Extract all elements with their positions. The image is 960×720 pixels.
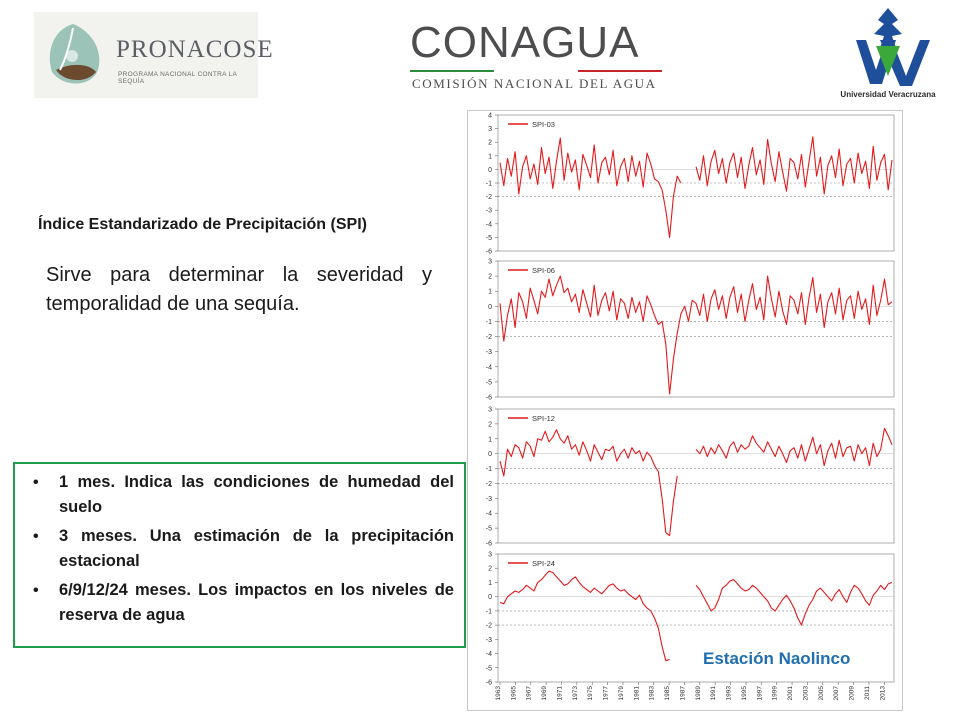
uv-name: Universidad Veracruzana	[840, 90, 936, 99]
spi-charts-svg: 4 3 2 1 0 -1 -2 -3 -4 -5 -6 SPI-03 3 2 1 0 -1 -2 -3 -4 -5 -6 S…	[486, 113, 895, 701]
y-tick-label: -1	[486, 319, 492, 326]
x-tick-label: 2009	[849, 686, 856, 701]
x-tick-label: 2001	[787, 686, 794, 701]
x-tick-label: 1999	[772, 686, 779, 701]
conagua-tricolor-icon	[410, 70, 662, 72]
y-tick-label: 3	[488, 552, 492, 559]
y-tick-label: -4	[486, 511, 492, 518]
y-tick-label: 0	[488, 167, 492, 174]
y-tick-label: 0	[488, 594, 492, 601]
y-tick-label: 1	[488, 289, 492, 296]
y-tick-label: 2	[488, 566, 492, 573]
y-tick-label: -1	[486, 466, 492, 473]
x-tick-label: 1997	[756, 686, 763, 701]
y-tick-label: 0	[488, 451, 492, 458]
y-tick-label: -3	[486, 208, 492, 215]
station-label: Estación Naolinco	[703, 649, 851, 668]
x-tick-label: 2013	[879, 686, 886, 701]
y-tick-label: -4	[486, 221, 492, 228]
y-tick-label: -2	[486, 194, 492, 201]
y-tick-label: 1	[488, 580, 492, 587]
x-tick-label: 1983	[649, 686, 656, 701]
x-tick-label: 1963	[495, 686, 502, 701]
spi-chart-panel: 4 3 2 1 0 -1 -2 -3 -4 -5 -6 SPI-03 3 2 1 0 -1 -2 -3 -4 -5 -6 S…	[467, 110, 903, 711]
x-tick-label: 1977	[603, 686, 610, 701]
series-line	[499, 136, 893, 238]
spi-heading: Índice Estandarizado de Precipitación (S…	[38, 216, 367, 233]
x-tick-label: 1981	[633, 686, 640, 701]
y-tick-label: 1	[488, 153, 492, 160]
y-tick-label: -4	[486, 651, 492, 658]
y-tick-label: 2	[488, 421, 492, 428]
spi-description: Sirve para determinar la severidad y tem…	[46, 264, 432, 315]
x-tick-label: 1985	[664, 686, 671, 701]
y-tick-label: -6	[486, 541, 492, 548]
y-tick-label: -6	[486, 395, 492, 402]
uv-emblem-icon	[856, 8, 930, 86]
y-tick-label: 1	[488, 436, 492, 443]
y-tick-label: -3	[486, 349, 492, 356]
series-line	[499, 275, 893, 395]
x-tick-label: 1989	[695, 686, 702, 701]
timescale-list-box: 1 mes. Indica las condiciones de humedad…	[13, 462, 466, 648]
uv-logo: Universidad Veracruzana	[822, 6, 954, 102]
pronacose-name: PRONACOSE	[116, 36, 274, 63]
list-item: 6/9/12/24 meses. Los impactos en los niv…	[33, 578, 454, 628]
list-item: 1 mes. Indica las condiciones de humedad…	[33, 470, 454, 520]
legend-label: SPI-24	[532, 559, 555, 568]
series-line	[499, 427, 893, 537]
legend-label: SPI-03	[532, 120, 555, 129]
y-tick-label: -2	[486, 334, 492, 341]
timescale-list: 1 mes. Indica las condiciones de humedad…	[15, 464, 464, 628]
y-tick-label: -2	[486, 481, 492, 488]
x-tick-label: 1991	[710, 686, 717, 701]
x-tick-label: 2007	[833, 686, 840, 701]
plot-frame	[497, 260, 895, 398]
list-item: 3 meses. Una estimación de la precipitac…	[33, 524, 454, 574]
y-tick-label: -5	[486, 665, 492, 672]
y-tick-label: -5	[486, 526, 492, 533]
x-tick-label: 1965	[510, 686, 517, 701]
y-tick-label: 4	[488, 113, 492, 120]
legend-label: SPI-12	[532, 414, 555, 423]
y-tick-label: -5	[486, 379, 492, 386]
plot-frame	[497, 553, 895, 683]
y-tick-label: 3	[488, 259, 492, 266]
x-tick-label: 1995	[741, 686, 748, 701]
y-tick-label: 2	[488, 140, 492, 147]
x-tick-label: 1973	[572, 686, 579, 701]
y-tick-label: 3	[488, 126, 492, 133]
x-tick-label: 1967	[526, 686, 533, 701]
conagua-logo: CONAGUA COMISIÓN NACIONAL DEL AGUA	[410, 18, 666, 94]
x-tick-label: 2005	[818, 686, 825, 701]
plot-frame	[497, 408, 895, 544]
y-tick-label: 0	[488, 304, 492, 311]
y-tick-label: -2	[486, 623, 492, 630]
y-tick-label: -6	[486, 249, 492, 256]
conagua-name: CONAGUA	[410, 18, 640, 67]
y-tick-label: -1	[486, 181, 492, 188]
y-tick-label: -1	[486, 608, 492, 615]
y-tick-label: -3	[486, 496, 492, 503]
pronacose-subtitle: PROGRAMA NACIONAL CONTRA LA SEQUÍA	[118, 71, 237, 85]
y-tick-label: -6	[486, 680, 492, 687]
x-tick-label: 1987	[679, 686, 686, 701]
x-tick-label: 1979	[618, 686, 625, 701]
y-tick-label: -4	[486, 364, 492, 371]
pronacose-leaf-icon	[49, 24, 100, 84]
y-tick-label: 2	[488, 274, 492, 281]
y-tick-label: -3	[486, 637, 492, 644]
x-tick-label: 1971	[556, 686, 563, 701]
x-tick-label: 1993	[726, 686, 733, 701]
y-tick-label: -5	[486, 235, 492, 242]
series-line	[499, 570, 893, 662]
x-tick-label: 2011	[864, 686, 871, 700]
legend-label: SPI-06	[532, 266, 555, 275]
x-tick-label: 1975	[587, 686, 594, 701]
x-tick-label: 2003	[802, 686, 809, 701]
pronacose-logo: PRONACOSE PROGRAMA NACIONAL CONTRA LA SE…	[34, 12, 273, 98]
y-tick-label: 3	[488, 407, 492, 414]
x-tick-label: 1969	[541, 686, 548, 701]
conagua-subtitle: COMISIÓN NACIONAL DEL AGUA	[412, 76, 657, 91]
